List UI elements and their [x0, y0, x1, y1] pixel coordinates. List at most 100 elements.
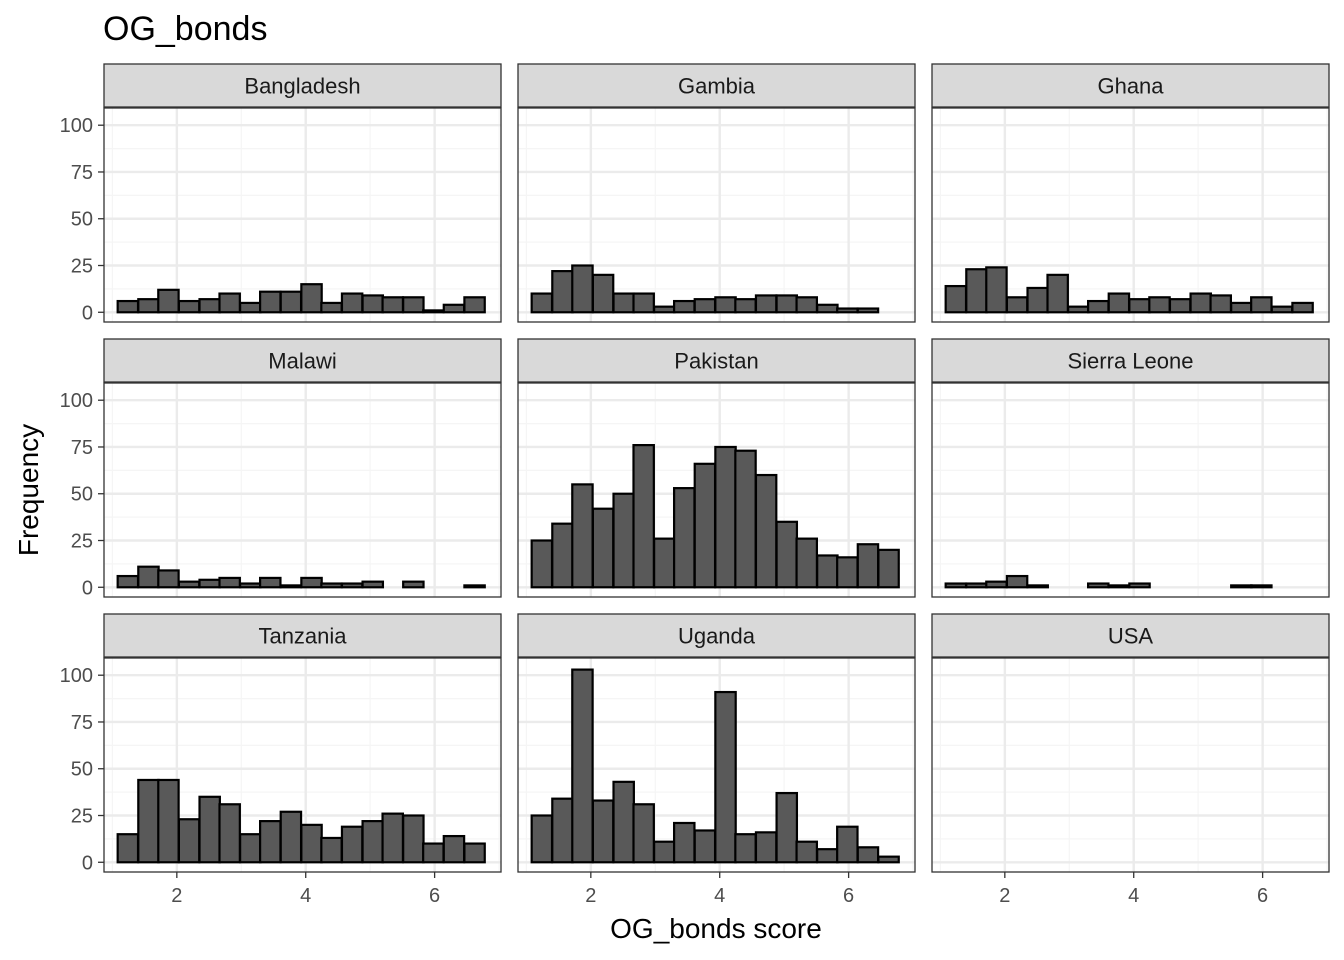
panel-border [517, 382, 916, 598]
y-tick-label: 100 [60, 665, 93, 687]
histogram-bar [463, 584, 486, 589]
histogram-bar [1270, 305, 1294, 314]
histogram-bar [632, 292, 655, 314]
histogram-bar [239, 582, 262, 589]
histogram-bar [116, 833, 140, 864]
panel-border [103, 107, 502, 323]
histogram-bar [571, 668, 594, 864]
histogram-bar [877, 855, 900, 864]
histogram-bar [795, 296, 819, 314]
y-tick-label: 0 [82, 577, 93, 599]
facet-panel: USA 2 4 6 [931, 613, 1330, 907]
histogram-bar [463, 842, 486, 864]
histogram-bar [653, 305, 676, 314]
facet-panel: Tanzania 0 25 50 75 100 2 4 6 [60, 613, 502, 907]
histogram-bar [754, 294, 778, 314]
histogram-bar [836, 556, 859, 589]
histogram-bar [279, 290, 303, 314]
histogram-bar [320, 301, 343, 314]
histogram-bar [714, 445, 737, 589]
histogram-bar [300, 283, 323, 314]
facet-strip [103, 613, 502, 658]
histogram-bar [340, 292, 364, 314]
histogram-bar [775, 520, 799, 589]
histogram-bar [258, 576, 282, 589]
facet-strip [103, 338, 502, 383]
histogram-bar [1291, 301, 1314, 314]
histogram-bar [591, 507, 615, 589]
histogram-bar [198, 578, 221, 589]
facet-panel: Malawi 0 25 50 75 100 [60, 338, 502, 599]
x-tick-label: 2 [585, 885, 596, 907]
histogram-bar [714, 296, 737, 314]
histogram-bar [877, 548, 900, 589]
histogram-bar [653, 840, 676, 864]
histogram-bar [632, 444, 655, 589]
histogram-bar [836, 307, 859, 314]
histogram-bar [422, 842, 445, 864]
histogram-bar [816, 303, 839, 314]
facet-strip-label: Tanzania [258, 624, 347, 649]
facet-strip [517, 338, 916, 383]
histogram-bar [1005, 574, 1029, 589]
histogram-bar [856, 543, 880, 589]
x-tick-label: 6 [1257, 885, 1268, 907]
histogram-bar [402, 296, 425, 314]
histogram-bar [816, 848, 839, 864]
histogram-bar [340, 582, 364, 589]
histogram-bar [530, 814, 554, 864]
facet-panel: Sierra Leone [931, 338, 1330, 598]
panel-border [931, 382, 1330, 598]
panel-border [103, 382, 502, 598]
panel-border [517, 107, 916, 323]
histogram-bar [320, 582, 343, 589]
histogram-bar [1107, 584, 1131, 589]
panel-border [103, 657, 502, 873]
histogram-bar [985, 266, 1008, 314]
histogram-bar [612, 780, 635, 864]
y-tick-label: 100 [60, 390, 93, 412]
histogram-bar [279, 810, 303, 864]
histogram-bar [137, 778, 160, 864]
y-tick-label: 0 [82, 302, 93, 324]
histogram-bar [258, 820, 282, 864]
histogram-bar [157, 778, 180, 864]
histogram-bar [279, 584, 303, 589]
histogram-bar [300, 823, 323, 864]
facet-strip [931, 613, 1330, 658]
histogram-bar [1086, 299, 1110, 314]
histogram-bar [340, 825, 364, 864]
y-tick-label: 50 [71, 209, 93, 231]
histogram-bar [672, 299, 696, 314]
facet-strip-label: Gambia [678, 74, 756, 99]
facet-strip-label: Uganda [678, 624, 756, 649]
facet-strip [517, 613, 916, 658]
histogram-bar [1250, 584, 1273, 589]
histogram-bar [836, 825, 859, 864]
histogram-bar [177, 818, 201, 864]
histogram-bar [361, 580, 385, 589]
facet-panel: Bangladesh 0 25 50 75 100 [60, 63, 502, 324]
histogram-bar [361, 294, 385, 314]
histogram-bar [985, 580, 1008, 589]
histogram-bar [591, 799, 615, 864]
histogram-bar [1250, 296, 1273, 314]
histogram-bar [965, 268, 988, 314]
histogram-bar [463, 296, 486, 314]
histogram-bar [442, 303, 466, 314]
facet-panel: Ghana [931, 63, 1330, 323]
histogram-bar [177, 580, 201, 589]
y-tick-label: 75 [71, 712, 93, 734]
histogram-bar [218, 292, 241, 314]
histogram-bar [672, 487, 696, 589]
histogram-bar [1026, 286, 1049, 314]
x-tick-label: 4 [1128, 885, 1139, 907]
histogram-bar [734, 449, 757, 589]
histogram-bar [198, 298, 221, 314]
histogram-bar [402, 580, 425, 589]
histogram-bar [1189, 292, 1213, 314]
histogram-bar [632, 803, 655, 864]
histogram-bar [944, 284, 968, 314]
histogram-bar [795, 840, 819, 864]
